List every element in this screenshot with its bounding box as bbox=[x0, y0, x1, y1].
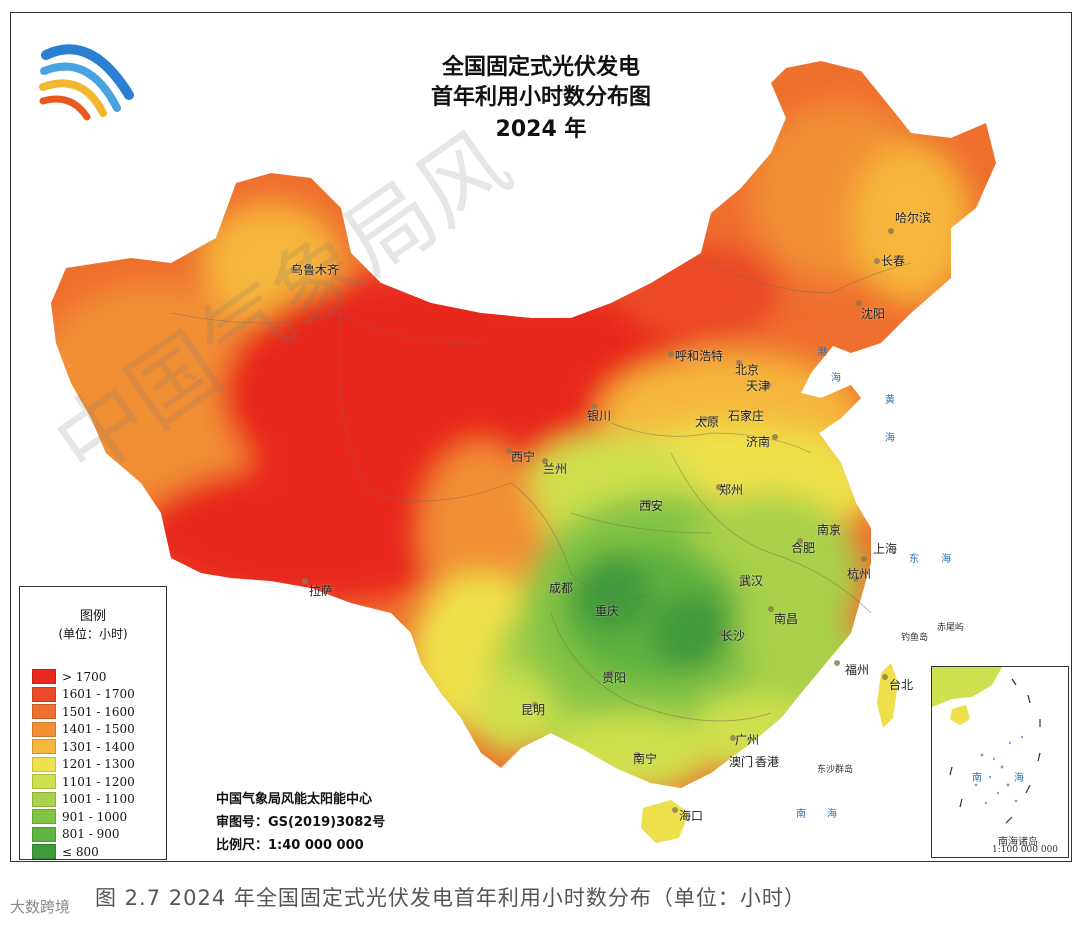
legend-swatch bbox=[32, 809, 56, 824]
sea-label-donghai-2: 海 bbox=[941, 554, 951, 565]
legend-item: 1001 - 1100 bbox=[32, 791, 135, 807]
legend-title: 图例 bbox=[79, 609, 106, 624]
legend-item: 901 - 1000 bbox=[32, 809, 127, 824]
legend-swatch bbox=[32, 844, 56, 859]
china-map: 中国气象局风 bbox=[36, 44, 996, 843]
south-china-sea-inset: 南 海 南海诸岛 1:100 000 000 bbox=[931, 666, 1069, 858]
sea-label-nanhai-2: 海 bbox=[827, 809, 837, 820]
inset-sea-label-hai: 海 bbox=[1014, 773, 1024, 784]
legend-swatch bbox=[32, 704, 56, 719]
map-frame: 中国气象局风 全国固定式光伏发电 首年利用小时数分布图 2024 年 乌鲁木齐 bbox=[10, 12, 1072, 862]
legend-item: 1201 - 1300 bbox=[32, 756, 135, 772]
legend-swatch bbox=[32, 669, 56, 684]
cma-logo bbox=[39, 44, 134, 121]
city-label-hangzhou: 杭州 bbox=[847, 567, 872, 581]
legend-label: 1001 - 1100 bbox=[62, 792, 135, 806]
sea-label-bohai-2: 海 bbox=[831, 373, 841, 384]
map-title-line2: 首年利用小时数分布图 bbox=[430, 85, 651, 110]
map-title-line1: 全国固定式光伏发电 bbox=[441, 55, 640, 80]
sea-label-donghai-1: 东 bbox=[909, 554, 919, 565]
city-label-zhengzhou: 郑州 bbox=[719, 483, 744, 497]
bottom-watermark: 大数跨境 bbox=[10, 898, 71, 916]
sea-label-nanhai-1: 南 bbox=[796, 809, 806, 820]
city-label-taiyuan: 太原 bbox=[695, 415, 720, 429]
city-label-wuhan: 武汉 bbox=[739, 574, 764, 588]
city-label-fuzhou: 福州 bbox=[845, 663, 870, 677]
legend-label: 1201 - 1300 bbox=[62, 757, 135, 771]
inset-scale: 1:100 000 000 bbox=[992, 845, 1059, 855]
city-label-wulumuqi: 乌鲁木齐 bbox=[291, 263, 340, 277]
map-scale: 比例尺：1:40 000 000 bbox=[216, 838, 364, 853]
city-label-xianggang: 香港 bbox=[755, 755, 780, 769]
island-label-diaoyu: 钓鱼岛 bbox=[901, 633, 929, 643]
legend-label: > 1700 bbox=[62, 669, 107, 684]
sea-label-huanghai-2: 海 bbox=[885, 433, 895, 444]
legend-item: 1501 - 1600 bbox=[32, 704, 135, 719]
legend-swatch bbox=[32, 791, 56, 807]
city-label-shenyang: 沈阳 bbox=[861, 307, 886, 321]
city-label-tianjin: 天津 bbox=[746, 379, 771, 393]
legend-item: 1401 - 1500 bbox=[32, 721, 135, 737]
city-label-jinan: 济南 bbox=[746, 435, 771, 449]
legend-label: 1601 - 1700 bbox=[62, 687, 135, 701]
legend-swatch bbox=[32, 721, 56, 737]
city-label-taibei: 台北 bbox=[889, 678, 914, 692]
legend-unit: (单位：小时) bbox=[58, 627, 128, 641]
city-label-beijing: 北京 bbox=[735, 363, 760, 377]
legend-item: 1601 - 1700 bbox=[32, 686, 135, 702]
legend-label: 1301 - 1400 bbox=[62, 739, 135, 754]
legend-label: 901 - 1000 bbox=[62, 809, 128, 824]
sea-label-huanghai-1: 黄 bbox=[885, 395, 895, 406]
legend-item: 801 - 900 bbox=[32, 826, 120, 842]
city-label-lasa: 拉萨 bbox=[309, 584, 334, 598]
source-organization: 中国气象局风能太阳能中心 bbox=[216, 792, 373, 807]
legend-swatch bbox=[32, 774, 56, 789]
legend-swatch bbox=[32, 756, 56, 772]
city-label-changsha: 长沙 bbox=[721, 629, 746, 643]
city-label-huhehaote: 呼和浩特 bbox=[675, 349, 724, 363]
legend-item: 1101 - 1200 bbox=[32, 774, 135, 789]
city-label-kunming: 昆明 bbox=[521, 703, 546, 717]
city-label-guangzhou: 广州 bbox=[735, 733, 760, 747]
legend-label: ≤ 800 bbox=[62, 844, 99, 859]
legend-item: > 1700 bbox=[32, 669, 106, 684]
legend-label: 1101 - 1200 bbox=[62, 774, 135, 789]
city-label-shanghai: 上海 bbox=[873, 542, 898, 556]
city-label-changchun: 长春 bbox=[881, 254, 906, 268]
legend-swatch bbox=[32, 826, 56, 842]
legend-swatch bbox=[32, 686, 56, 702]
legend-swatch bbox=[32, 739, 56, 754]
city-label-haikou: 海口 bbox=[679, 809, 704, 823]
city-label-haerbin: 哈尔滨 bbox=[895, 211, 932, 225]
city-label-xining: 西宁 bbox=[511, 450, 536, 464]
inset-map bbox=[932, 667, 1041, 824]
city-label-xian: 西安 bbox=[639, 499, 664, 513]
legend-item: ≤ 800 bbox=[32, 844, 99, 859]
map-approval-number: 审图号：GS(2019)3082号 bbox=[216, 815, 386, 830]
city-label-nanchang: 南昌 bbox=[774, 612, 799, 626]
city-label-chengdu: 成都 bbox=[549, 581, 574, 595]
city-label-yinchuan: 银川 bbox=[587, 409, 612, 423]
city-label-chongqing: 重庆 bbox=[595, 604, 620, 618]
island-label-dongsha: 东沙群岛 bbox=[817, 765, 854, 775]
figure-caption: 图 2.7 2024 年全国固定式光伏发电首年利用小时数分布（单位：小时） bbox=[95, 886, 806, 910]
map-title-year: 2024 年 bbox=[495, 117, 587, 142]
city-label-hefei: 合肥 bbox=[791, 541, 816, 555]
legend-label: 1501 - 1600 bbox=[62, 704, 135, 719]
city-label-aomen: 澳门 bbox=[729, 755, 754, 769]
legend-label: 1401 - 1500 bbox=[62, 722, 135, 736]
legend-label: 801 - 900 bbox=[62, 827, 120, 841]
city-label-nanning: 南宁 bbox=[633, 752, 658, 766]
city-label-nanjing: 南京 bbox=[817, 523, 842, 537]
city-label-lanzhou: 兰州 bbox=[543, 462, 568, 476]
inset-title: 南海诸岛 bbox=[998, 837, 1038, 848]
sea-label-bohai-1: 渤 bbox=[817, 347, 827, 358]
inset-sea-label-nan: 南 bbox=[972, 773, 982, 784]
island-label-chiwei: 赤尾屿 bbox=[937, 623, 965, 633]
map-legend: 图例 (单位：小时) > 1700 1601 - 1700 1501 - 1600 1… bbox=[19, 586, 167, 860]
legend-item: 1301 - 1400 bbox=[32, 739, 135, 754]
city-label-shijiazhuang: 石家庄 bbox=[728, 409, 765, 423]
city-label-guiyang: 贵阳 bbox=[602, 671, 627, 685]
